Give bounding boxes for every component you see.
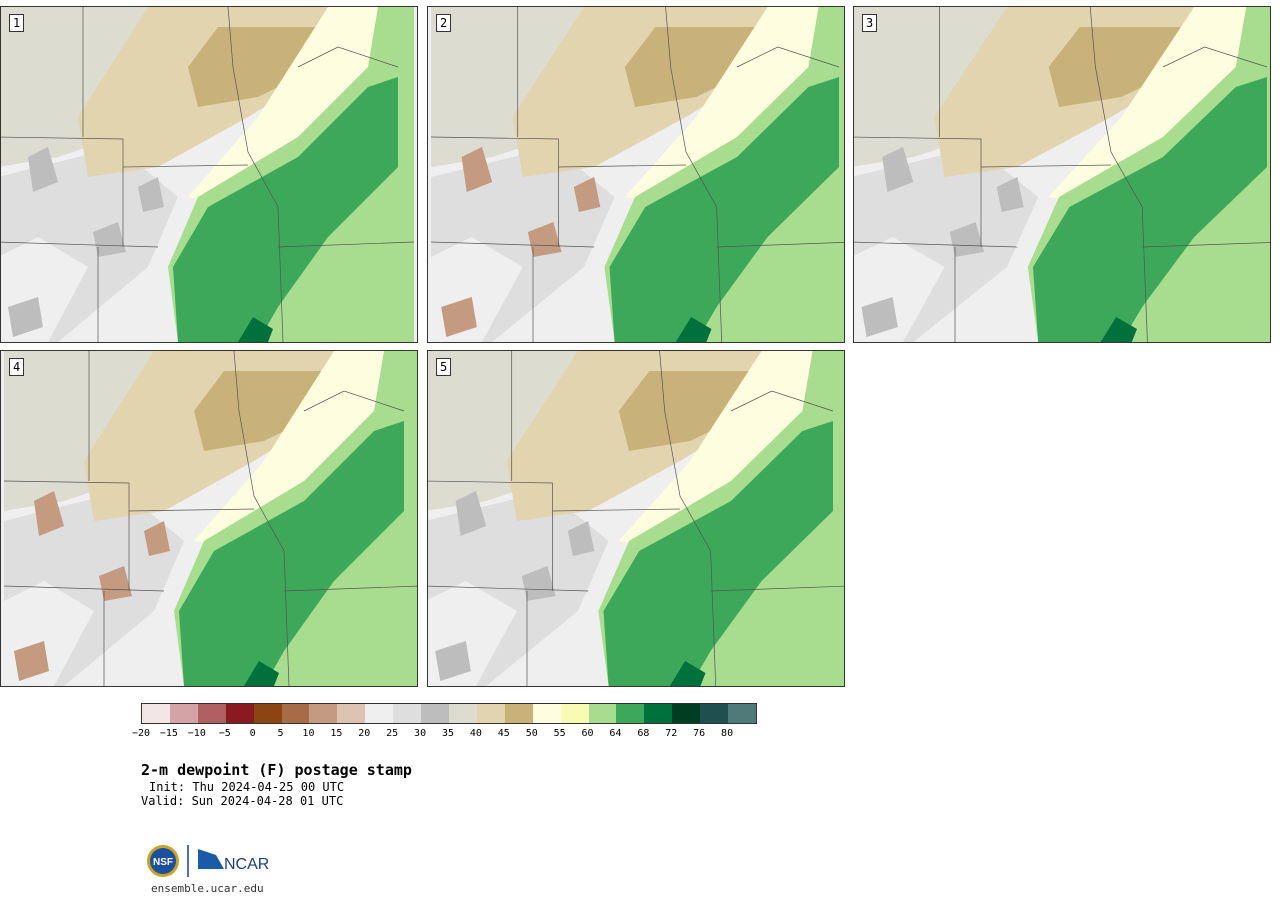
colorbar-swatch	[532, 704, 561, 723]
colorbar	[141, 703, 757, 724]
site-url: ensemble.ucar.edu	[151, 882, 264, 895]
colorbar-tick-label: 68	[637, 728, 650, 739]
colorbar-swatch	[448, 704, 477, 723]
dewpoint-map	[428, 7, 844, 342]
colorbar-tick-label: −5	[218, 728, 231, 739]
svg-text:NCAR: NCAR	[224, 856, 269, 873]
dewpoint-map	[854, 7, 1270, 342]
colorbar-tick-label: 25	[386, 728, 399, 739]
colorbar-swatch	[616, 704, 645, 723]
map-panel: 3	[853, 6, 1271, 343]
dewpoint-map	[1, 7, 417, 342]
colorbar-tick-label: 80	[721, 728, 734, 739]
colorbar-swatch	[504, 704, 533, 723]
colorbar-tick-label: 5	[277, 728, 284, 739]
colorbar-swatch	[169, 704, 198, 723]
colorbar-swatch	[393, 704, 422, 723]
colorbar-tick-label: 60	[581, 728, 594, 739]
init-time: Init: Thu 2024-04-25 00 UTC	[149, 780, 345, 794]
colorbar-swatch	[309, 704, 338, 723]
colorbar-tick-label: −15	[159, 728, 178, 739]
colorbar-swatch	[197, 704, 226, 723]
colorbar-tick-label: 72	[665, 728, 678, 739]
nsf-ncar-logo: NSF NCAR	[146, 843, 272, 879]
colorbar-swatch	[337, 704, 366, 723]
colorbar-swatch	[644, 704, 673, 723]
colorbar-tick-label: 20	[358, 728, 371, 739]
colorbar-tick-label: −10	[187, 728, 206, 739]
figure-title: 2-m dewpoint (F) postage stamp	[141, 761, 412, 779]
colorbar-tick-label: 10	[302, 728, 315, 739]
colorbar-tick-label: 30	[414, 728, 427, 739]
map-panel: 5	[427, 350, 845, 687]
colorbar-swatch	[253, 704, 282, 723]
colorbar-tick-label: 0	[249, 728, 256, 739]
colorbar-tick-label: 35	[441, 728, 455, 739]
colorbar-tick-label: 45	[497, 728, 510, 739]
colorbar-swatch	[281, 704, 310, 723]
colorbar-tick-label: 55	[553, 728, 566, 739]
colorbar-swatch	[365, 704, 394, 723]
valid-time: Valid: Sun 2024-04-28 01 UTC	[141, 794, 344, 808]
colorbar-tick-label: 40	[469, 728, 482, 739]
panel-label: 4	[9, 358, 25, 376]
colorbar-swatch	[560, 704, 589, 723]
map-panel: 1	[0, 6, 418, 343]
panel-label: 1	[9, 14, 25, 32]
map-panel: 4	[0, 350, 418, 687]
colorbar-swatch	[476, 704, 505, 723]
colorbar-swatch	[142, 704, 170, 723]
svg-text:NSF: NSF	[153, 857, 173, 868]
map-panel: 2	[427, 6, 845, 343]
dewpoint-map	[428, 351, 844, 686]
colorbar-swatch	[421, 704, 449, 723]
colorbar-tick-label: 76	[693, 728, 706, 739]
colorbar-swatch	[225, 704, 254, 723]
colorbar-tick-label: 64	[609, 728, 622, 739]
colorbar-swatch	[588, 704, 617, 723]
colorbar-tick-label: 50	[525, 728, 538, 739]
colorbar-swatch	[672, 704, 701, 723]
colorbar-swatch	[700, 704, 729, 723]
colorbar-ticks: −20 −15 −10 −5 0 5 10 15 20 25 30 35 40 45 50 55 60 64 68 7…	[132, 728, 757, 742]
colorbar-tick-label: 15	[330, 728, 343, 739]
panel-label: 5	[436, 358, 452, 376]
panel-label: 3	[862, 14, 878, 32]
dewpoint-map	[1, 351, 417, 686]
colorbar-swatch	[728, 704, 756, 723]
colorbar-tick-label: −20	[131, 728, 151, 739]
panel-label: 2	[436, 14, 452, 32]
